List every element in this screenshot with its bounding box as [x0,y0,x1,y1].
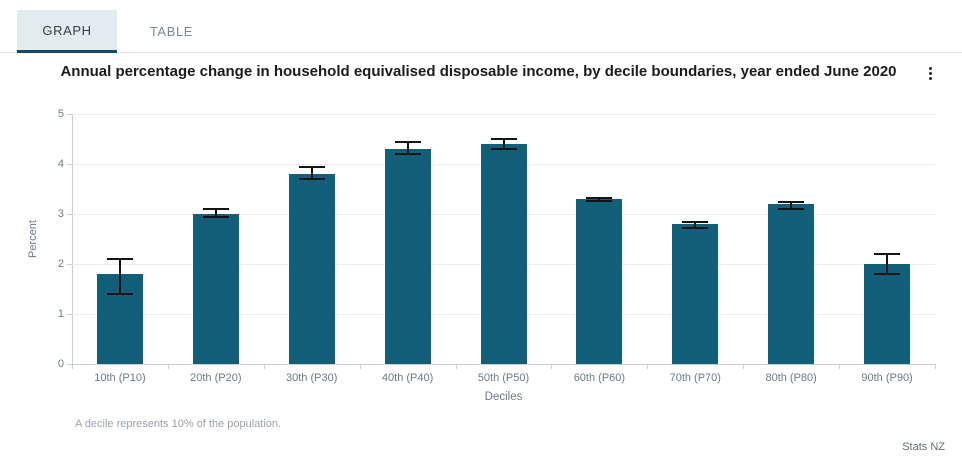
y-tick-label: 2 [57,258,64,270]
bar[interactable] [288,174,335,364]
x-tick-label: 50th (P50) [477,372,530,384]
error-bar [694,221,697,228]
error-bar-cap [778,200,805,203]
error-bar [790,201,793,209]
bar[interactable] [768,204,815,364]
error-bar-cap [682,220,709,223]
error-bar [214,209,217,217]
x-tick-label: 90th (P90) [861,372,913,384]
x-tick-mark [167,364,169,369]
x-tick-label: 60th (P60) [573,372,626,384]
error-bar-cap [490,148,517,150]
x-tick-mark [647,364,649,369]
error-bar-cap [682,226,709,229]
error-bar-cap [874,253,901,255]
error-bar-cap [106,258,133,260]
x-tick-label: 70th (P70) [669,372,721,384]
y-tick-mark [67,364,72,365]
y-tick-mark [67,114,72,115]
y-tick-label: 3 [57,208,64,220]
y-tick-label: 0 [57,358,64,370]
x-tick-mark [551,364,553,369]
x-tick-label: 10th (P10) [94,372,146,384]
y-tick-mark [67,314,72,315]
y-tick-label: 1 [57,308,64,320]
x-tick-label: 40th (P40) [381,372,434,384]
error-bar-cap [394,140,421,143]
y-axis-line [72,114,73,365]
error-bar-cap [778,208,805,210]
x-tick-label: 80th (P80) [765,372,817,384]
x-tick-label: 30th (P30) [286,372,338,384]
error-bar-cap [202,215,229,218]
bar[interactable] [672,224,719,364]
bar[interactable] [192,214,239,364]
error-bar-cap [298,165,325,168]
x-tick-mark [743,364,745,369]
tab-table[interactable]: TABLE [121,10,221,53]
x-tick-mark [455,364,457,369]
error-bar-cap [394,153,421,155]
error-bar-cap [874,273,901,275]
x-tick-mark [839,364,841,369]
x-tick-mark [263,364,265,369]
y-axis-title: Percent [27,220,39,258]
bar[interactable] [480,144,527,364]
x-tick-label: 20th (P20) [190,372,242,384]
error-bar-cap [586,196,613,199]
kebab-menu-icon[interactable] [922,63,938,83]
x-axis-title: Deciles [484,391,523,403]
y-tick-mark [67,264,72,265]
error-bar [502,139,505,149]
gridline [72,114,935,115]
error-bar-cap [490,138,517,140]
error-bar [118,259,121,294]
y-tick-label: 5 [57,108,64,120]
y-tick-mark [67,214,72,215]
error-bar [406,141,409,154]
x-tick-mark [359,364,361,369]
error-bar-cap [298,178,325,180]
y-tick-label: 4 [57,158,64,170]
error-bar-cap [106,293,133,295]
y-tick-mark [67,164,72,165]
bar[interactable] [384,149,431,364]
plot-area [72,114,935,364]
x-axis-line [72,364,936,365]
bar[interactable] [576,199,623,364]
error-bar-cap [586,199,613,202]
error-bar [598,197,601,201]
source-label: Stats NZ [902,441,945,453]
title-row: Annual percentage change in household eq… [0,60,962,86]
footnote: A decile represents 10% of the populatio… [75,418,282,430]
tab-graph[interactable]: GRAPH [17,10,117,53]
error-bar [886,254,889,274]
bar[interactable] [864,264,911,364]
x-tick-mark [72,364,73,369]
error-bar [310,166,313,179]
x-tick-mark [935,364,936,369]
chart-title: Annual percentage change in household eq… [60,63,897,80]
error-bar-cap [202,208,229,210]
tab-bar: GRAPH TABLE [0,10,962,53]
